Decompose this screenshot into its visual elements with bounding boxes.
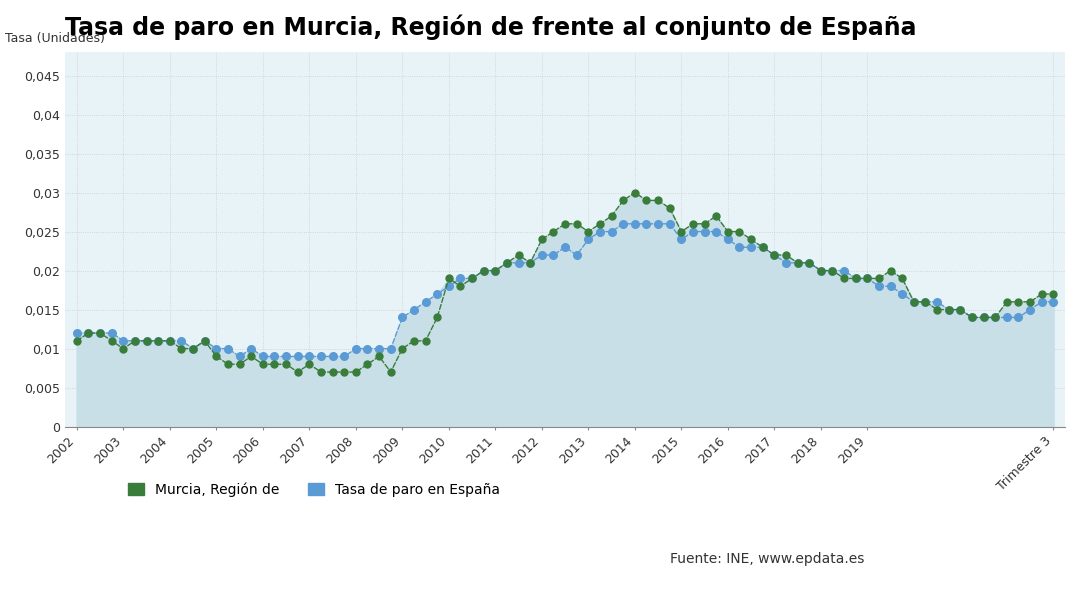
Legend: Murcia, Región de, Tasa de paro en España: Murcia, Región de, Tasa de paro en Españ… [122,477,505,502]
Text: Tasa de paro en Murcia, Región de frente al conjunto de España: Tasa de paro en Murcia, Región de frente… [65,15,917,40]
Text: Fuente: INE, www.epdata.es: Fuente: INE, www.epdata.es [670,552,864,566]
Y-axis label: Tasa (Unidades): Tasa (Unidades) [5,32,105,45]
